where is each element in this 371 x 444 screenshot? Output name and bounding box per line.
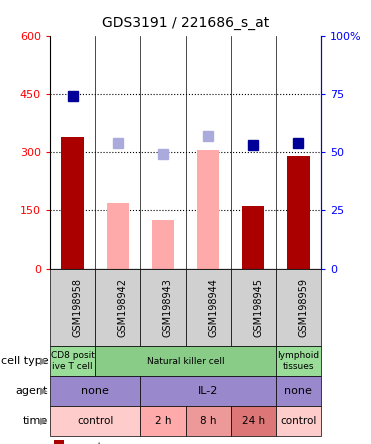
- Bar: [106, 202, 129, 269]
- Text: GSM198959: GSM198959: [298, 278, 308, 337]
- Text: Natural killer cell: Natural killer cell: [147, 357, 224, 366]
- Bar: [287, 156, 310, 269]
- Text: 2 h: 2 h: [155, 416, 171, 426]
- Bar: [197, 150, 219, 269]
- Text: 8 h: 8 h: [200, 416, 216, 426]
- Text: ▶: ▶: [40, 416, 47, 426]
- Bar: [152, 220, 174, 269]
- Text: GDS3191 / 221686_s_at: GDS3191 / 221686_s_at: [102, 16, 269, 30]
- Text: GSM198944: GSM198944: [208, 278, 218, 337]
- Text: none: none: [285, 386, 312, 396]
- Text: ▶: ▶: [40, 356, 47, 366]
- Text: GSM198945: GSM198945: [253, 278, 263, 337]
- Text: lymphoid
tissues: lymphoid tissues: [277, 352, 319, 371]
- Text: 24 h: 24 h: [242, 416, 265, 426]
- Text: CD8 posit
ive T cell: CD8 posit ive T cell: [51, 352, 95, 371]
- Text: time: time: [23, 416, 48, 426]
- Text: count: count: [74, 442, 102, 444]
- Text: cell type: cell type: [1, 356, 48, 366]
- Text: IL-2: IL-2: [198, 386, 218, 396]
- Text: agent: agent: [16, 386, 48, 396]
- Text: GSM198958: GSM198958: [73, 278, 83, 337]
- Bar: [61, 137, 84, 269]
- Bar: [242, 206, 265, 269]
- Text: GSM198943: GSM198943: [163, 278, 173, 337]
- Text: none: none: [81, 386, 109, 396]
- Text: control: control: [280, 416, 316, 426]
- Text: control: control: [77, 416, 114, 426]
- Text: ▶: ▶: [40, 386, 47, 396]
- Text: GSM198942: GSM198942: [118, 278, 128, 337]
